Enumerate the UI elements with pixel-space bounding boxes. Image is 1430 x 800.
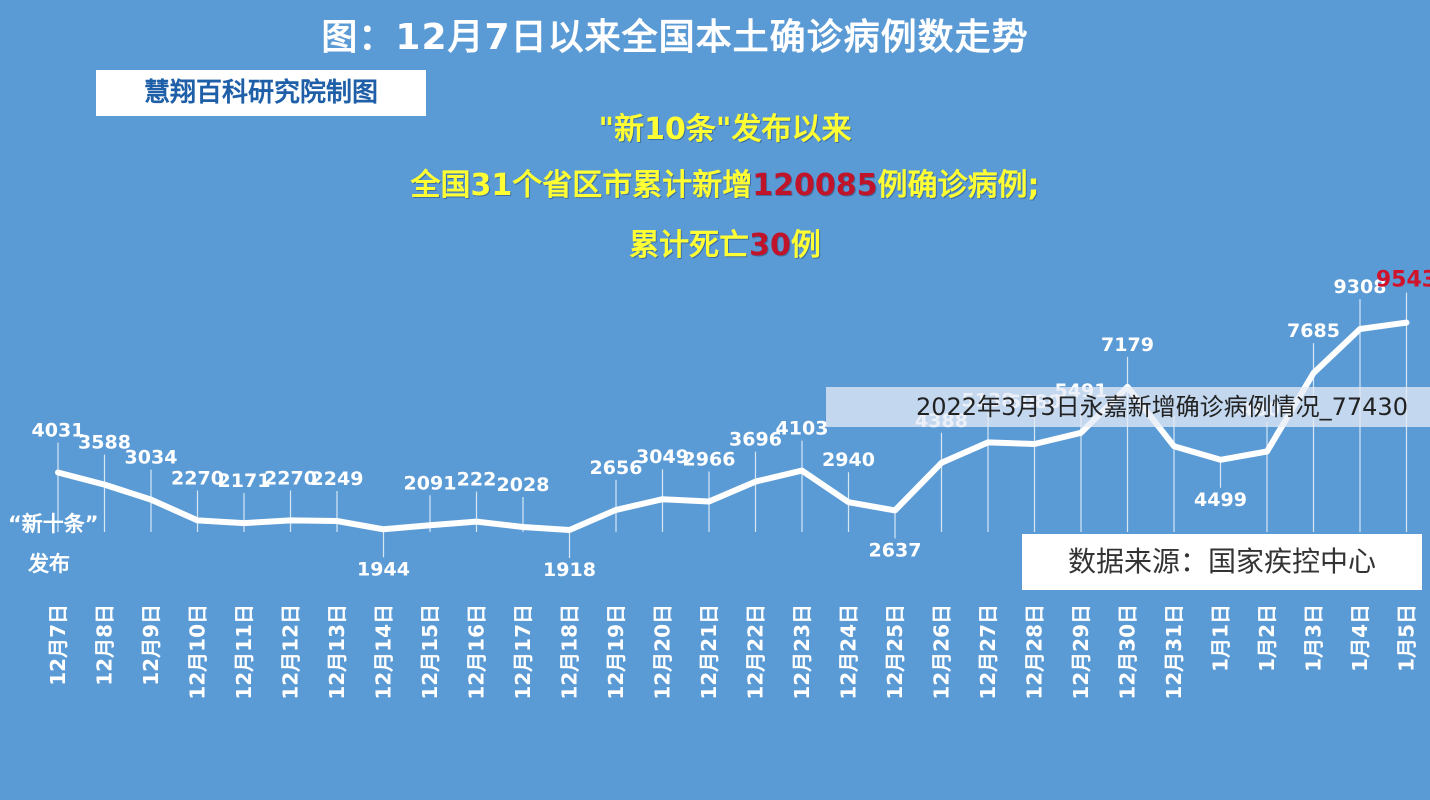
category-label: 12月31日 (1162, 604, 1186, 700)
category-label: 1月4日 (1348, 604, 1372, 672)
data-label: 4031 (32, 420, 85, 442)
headline-line-2: 全国31个省区市累计新增120085例确诊病例; (350, 160, 1100, 204)
category-label: 12月24日 (837, 604, 861, 700)
category-label: 12月15日 (418, 604, 442, 700)
category-label: 12月30日 (1116, 604, 1140, 700)
category-label: 12月29日 (1069, 604, 1093, 700)
category-label: 12月27日 (976, 604, 1000, 700)
data-label: 2028 (497, 474, 550, 496)
data-label: 1944 (357, 558, 410, 580)
category-label: 12月22日 (744, 604, 768, 700)
category-label: 12月28日 (1023, 604, 1047, 700)
release-annotation-line-1: “新十条” (8, 512, 99, 536)
category-label: 12月20日 (651, 604, 675, 700)
headline-line-1: "新10条"发布以来 (598, 112, 852, 147)
data-label: 2637 (869, 539, 922, 561)
data-label: 3034 (125, 447, 178, 469)
data-label: 3049 (636, 446, 689, 468)
data-label: 2966 (683, 448, 736, 470)
data-label: 4103 (776, 418, 829, 440)
category-label: 12月9日 (139, 604, 163, 686)
headline-cases-number: 120085 (752, 168, 878, 203)
series-line (55, 319, 1410, 533)
data-label: 3588 (78, 432, 131, 454)
data-label: 9308 (1334, 276, 1387, 298)
data-label: 2091 (404, 472, 457, 494)
watermark-banner: 2022年3月3日永嘉新增确诊病例情况_77430 (826, 387, 1430, 427)
category-label: 1月5日 (1395, 604, 1419, 672)
data-label: 7685 (1287, 320, 1340, 342)
credit-badge: 慧翔百科研究院制图 (96, 70, 426, 116)
category-label: 12月18日 (558, 604, 582, 700)
category-labels: 12月7日 12月8日 12月9日 12月10日 12月11日 12月12日 12月13日 1… (46, 604, 1419, 700)
release-annotation-line-2: 发布 (28, 552, 70, 576)
category-label: 12月8日 (93, 604, 117, 686)
data-label: 4499 (1194, 489, 1247, 511)
headline-line-3-prefix: 累计死亡 (629, 228, 750, 263)
category-label: 12月16日 (465, 604, 489, 700)
category-label: 12月19日 (604, 604, 628, 700)
data-label: 2656 (590, 457, 643, 479)
data-label: 3696 (729, 429, 782, 451)
category-label: 12月13日 (325, 604, 349, 700)
headline-line-2-suffix: 例确诊病例; (877, 168, 1040, 203)
category-label: 12月23日 (790, 604, 814, 700)
category-label: 12月17日 (511, 604, 535, 700)
category-label: 12月11日 (232, 604, 256, 700)
category-label: 1月1日 (1209, 604, 1233, 672)
chart-title: 图：12月7日以来全国本土确诊病例数走势 (321, 17, 1029, 58)
headline-line-3: 累计死亡30例 (350, 220, 1100, 264)
data-label: 222 (457, 469, 497, 491)
data-label: 9543 (1376, 268, 1430, 293)
data-label: 7179 (1101, 334, 1154, 356)
data-label: 2270 (264, 467, 317, 489)
headline-line-3-suffix: 例 (790, 228, 821, 263)
data-label: 2249 (311, 468, 364, 490)
category-label: 12月14日 (372, 604, 396, 700)
category-label: 1月3日 (1302, 604, 1326, 672)
headline-line-2-prefix: 全国31个省区市累计新增 (410, 168, 753, 203)
category-label: 12月26日 (930, 604, 954, 700)
category-label: 12月7日 (46, 604, 70, 686)
data-label: 1918 (543, 559, 596, 581)
category-label: 12月10日 (186, 604, 210, 700)
data-label: 2940 (822, 449, 875, 471)
data-label: 2171 (218, 470, 271, 492)
category-label: 12月25日 (883, 604, 907, 700)
category-label: 12月21日 (697, 604, 721, 700)
data-label: 2270 (171, 467, 224, 489)
headline-deaths-number: 30 (749, 228, 791, 263)
category-label: 1月2日 (1255, 604, 1279, 672)
category-label: 12月12日 (279, 604, 303, 700)
data-source-box: 数据来源：国家疾控中心 (1022, 534, 1422, 590)
